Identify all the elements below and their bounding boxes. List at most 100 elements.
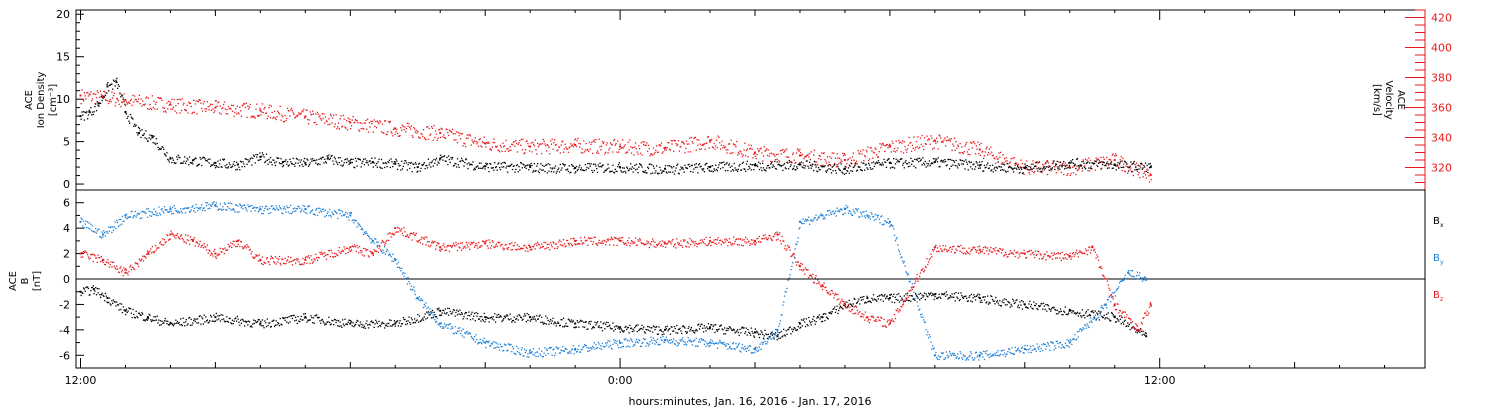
velocity-sample — [498, 151, 501, 153]
bx-sample — [731, 329, 733, 331]
ion-density-sample — [965, 161, 968, 163]
bx-sample — [607, 321, 609, 324]
velocity-sample — [520, 138, 523, 141]
bx-sample — [743, 327, 745, 329]
ion-density-sample — [494, 166, 497, 169]
velocity-sample — [307, 118, 309, 121]
bx-sample — [422, 319, 425, 321]
by-sample — [679, 339, 681, 341]
velocity-sample — [994, 158, 996, 160]
ion-density-sample — [529, 164, 532, 167]
by-sample — [720, 342, 723, 344]
ion-density-sample — [422, 164, 424, 166]
bx-sample — [210, 314, 212, 317]
velocity-sample — [82, 100, 85, 102]
ion-density-sample — [155, 138, 158, 140]
velocity-sample — [1015, 162, 1017, 164]
bx-sample — [988, 301, 990, 304]
ion-density-sample — [927, 163, 930, 165]
ion-density-sample — [389, 166, 391, 169]
bx-sample — [409, 323, 412, 325]
velocity-sample — [1050, 170, 1052, 172]
bx-sample — [1116, 317, 1118, 320]
ion-density-sample — [128, 120, 130, 122]
bx-sample — [931, 294, 933, 297]
ion-density-point — [798, 163, 801, 166]
velocity-sample — [92, 93, 94, 95]
velocity-sample — [658, 144, 660, 146]
by-sample — [567, 352, 570, 354]
bx-sample — [558, 325, 561, 327]
by-sample — [714, 342, 716, 345]
by-sample — [119, 224, 121, 227]
velocity-sample — [377, 121, 379, 124]
velocity-sample — [208, 109, 210, 111]
bx-sample — [459, 309, 461, 311]
velocity-sample — [281, 114, 283, 116]
ion-density-sample — [201, 164, 203, 167]
velocity-sample — [965, 143, 967, 145]
bx-sample — [914, 292, 917, 295]
by-sample — [180, 208, 182, 210]
bx-sample — [753, 335, 755, 337]
bx-sample — [401, 323, 403, 325]
velocity-sample — [159, 97, 162, 99]
velocity-sample — [426, 126, 428, 128]
bx-sample — [876, 300, 878, 302]
ion-density-sample — [358, 158, 361, 160]
bx-sample — [240, 322, 243, 324]
ion-density-sample — [115, 79, 117, 82]
bx-sample — [857, 300, 859, 302]
bx-sample — [705, 330, 707, 332]
bx-sample — [602, 323, 604, 325]
velocity-sample — [842, 154, 845, 157]
bx-sample — [81, 291, 83, 294]
by-sample — [554, 352, 557, 354]
by-sample — [328, 208, 331, 211]
by-sample — [274, 209, 277, 211]
velocity-sample — [1076, 165, 1078, 167]
bx-sample — [527, 319, 529, 322]
by-sample — [233, 209, 235, 211]
bx-sample — [291, 317, 294, 320]
by-sample — [254, 210, 256, 212]
bx-sample — [1019, 301, 1021, 303]
bx-sample — [436, 308, 438, 310]
bx-sample — [570, 321, 572, 323]
bx-sample — [647, 325, 649, 328]
bx-sample — [443, 310, 445, 312]
velocity-sample — [804, 156, 806, 158]
ion-density-sample — [198, 163, 200, 165]
velocity-sample — [252, 116, 254, 118]
ion-density-sample — [871, 162, 873, 164]
ion-density-sample — [1029, 169, 1031, 171]
ion-density-sample — [944, 159, 946, 161]
velocity-sample — [441, 128, 443, 130]
velocity-sample — [204, 108, 206, 110]
ion-density-sample — [991, 169, 993, 171]
ion-density-sample — [451, 158, 453, 160]
ion-density-sample — [510, 164, 512, 166]
bx-sample — [425, 318, 427, 320]
ion-density-sample — [973, 163, 975, 165]
by-sample — [429, 308, 431, 310]
velocity-sample — [604, 151, 607, 154]
bx-sample — [384, 327, 386, 329]
velocity-sample — [519, 139, 521, 142]
bx-sample — [632, 328, 634, 331]
by-sample — [576, 351, 578, 353]
velocity-sample — [331, 122, 333, 124]
ion-density-sample — [604, 170, 606, 172]
ion-density-sample — [807, 165, 809, 167]
bx-sample — [399, 320, 401, 322]
ion-density-sample — [881, 162, 884, 164]
ion-density-sample — [924, 160, 927, 163]
by-sample — [331, 211, 333, 213]
by-sample — [240, 206, 243, 209]
bx-sample — [149, 314, 151, 316]
by-sample — [362, 233, 365, 235]
velocity-sample — [757, 150, 760, 152]
velocity-sample — [1045, 166, 1047, 168]
by-sample — [722, 343, 724, 345]
ion-density-sample — [340, 164, 342, 166]
